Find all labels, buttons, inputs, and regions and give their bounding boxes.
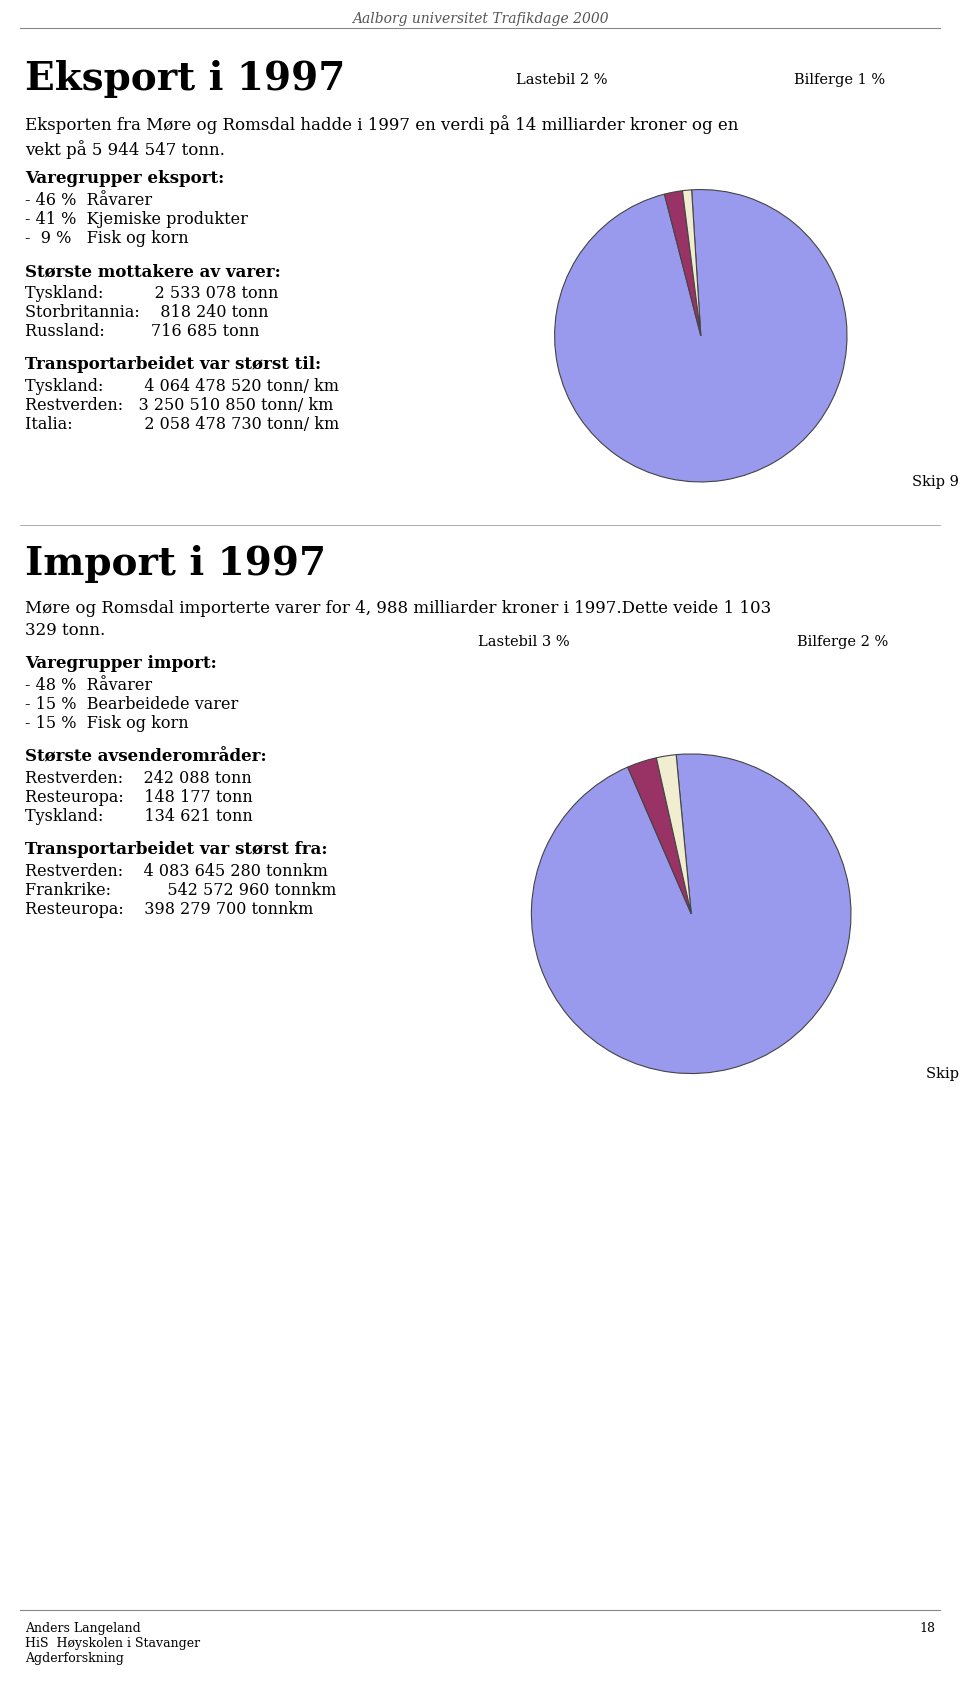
Text: Aalborg universitet Trafikdage 2000: Aalborg universitet Trafikdage 2000	[351, 12, 609, 26]
Text: Varegrupper import:: Varegrupper import:	[25, 654, 217, 672]
Text: 18: 18	[919, 1622, 935, 1635]
Text: Varegrupper eksport:: Varegrupper eksport:	[25, 170, 225, 187]
Text: Restverden:   3 250 510 850 tonn/ km: Restverden: 3 250 510 850 tonn/ km	[25, 398, 333, 415]
Text: HiS  Høyskolen i Stavanger: HiS Høyskolen i Stavanger	[25, 1637, 200, 1651]
Text: Restverden:    242 088 tonn: Restverden: 242 088 tonn	[25, 770, 252, 787]
Text: Møre og Romsdal importerte varer for 4, 988 milliarder kroner i 1997.Dette veide: Møre og Romsdal importerte varer for 4, …	[25, 600, 771, 639]
Text: - 15 %  Bearbeidede varer: - 15 % Bearbeidede varer	[25, 695, 238, 712]
Wedge shape	[532, 755, 851, 1073]
Text: Eksport i 1997: Eksport i 1997	[25, 60, 346, 99]
Text: Frankrike:           542 572 960 tonnkm: Frankrike: 542 572 960 tonnkm	[25, 882, 336, 899]
Text: Største mottakere av varer:: Største mottakere av varer:	[25, 264, 280, 280]
Wedge shape	[555, 190, 847, 481]
Text: Resteuropa:    148 177 tonn: Resteuropa: 148 177 tonn	[25, 789, 252, 806]
Text: Lastebil 2 %: Lastebil 2 %	[516, 73, 608, 87]
Wedge shape	[664, 190, 701, 337]
Text: Transportarbeidet var størst til:: Transportarbeidet var størst til:	[25, 355, 322, 372]
Text: Tyskland:        134 621 tonn: Tyskland: 134 621 tonn	[25, 808, 252, 824]
Text: - 48 %  Råvarer: - 48 % Råvarer	[25, 677, 152, 694]
Text: - 46 %  Råvarer: - 46 % Råvarer	[25, 192, 152, 209]
Wedge shape	[683, 190, 701, 337]
Text: - 15 %  Fisk og korn: - 15 % Fisk og korn	[25, 716, 188, 733]
Text: Lastebil 3 %: Lastebil 3 %	[477, 636, 569, 649]
Text: Resteuropa:    398 279 700 tonnkm: Resteuropa: 398 279 700 tonnkm	[25, 901, 313, 918]
Text: Transportarbeidet var størst fra:: Transportarbeidet var størst fra:	[25, 842, 327, 858]
Text: Tyskland:        4 064 478 520 tonn/ km: Tyskland: 4 064 478 520 tonn/ km	[25, 377, 339, 394]
Text: Restverden:    4 083 645 280 tonnkm: Restverden: 4 083 645 280 tonnkm	[25, 864, 328, 881]
Text: Storbritannia:    818 240 tonn: Storbritannia: 818 240 tonn	[25, 304, 269, 321]
Text: Største avsenderområder:: Største avsenderområder:	[25, 748, 267, 765]
Text: Skip 97 %: Skip 97 %	[912, 474, 960, 490]
Text: - 41 %  Kjemiske produkter: - 41 % Kjemiske produkter	[25, 211, 248, 228]
Text: Agderforskning: Agderforskning	[25, 1652, 124, 1664]
Text: Anders Langeland: Anders Langeland	[25, 1622, 141, 1635]
Text: -  9 %   Fisk og korn: - 9 % Fisk og korn	[25, 230, 188, 246]
Text: Bilferge 2 %: Bilferge 2 %	[798, 636, 889, 649]
Text: Bilferge 1 %: Bilferge 1 %	[794, 73, 885, 87]
Text: Import i 1997: Import i 1997	[25, 546, 326, 583]
Text: Italia:              2 058 478 730 tonn/ km: Italia: 2 058 478 730 tonn/ km	[25, 416, 339, 434]
Wedge shape	[628, 758, 691, 915]
Text: Tyskland:          2 533 078 tonn: Tyskland: 2 533 078 tonn	[25, 286, 278, 303]
Text: Russland:         716 685 tonn: Russland: 716 685 tonn	[25, 323, 259, 340]
Wedge shape	[657, 755, 691, 915]
Text: Skip 95 %: Skip 95 %	[925, 1066, 960, 1081]
Text: Eksporten fra Møre og Romsdal hadde i 1997 en verdi på 14 milliarder kroner og e: Eksporten fra Møre og Romsdal hadde i 19…	[25, 116, 738, 158]
